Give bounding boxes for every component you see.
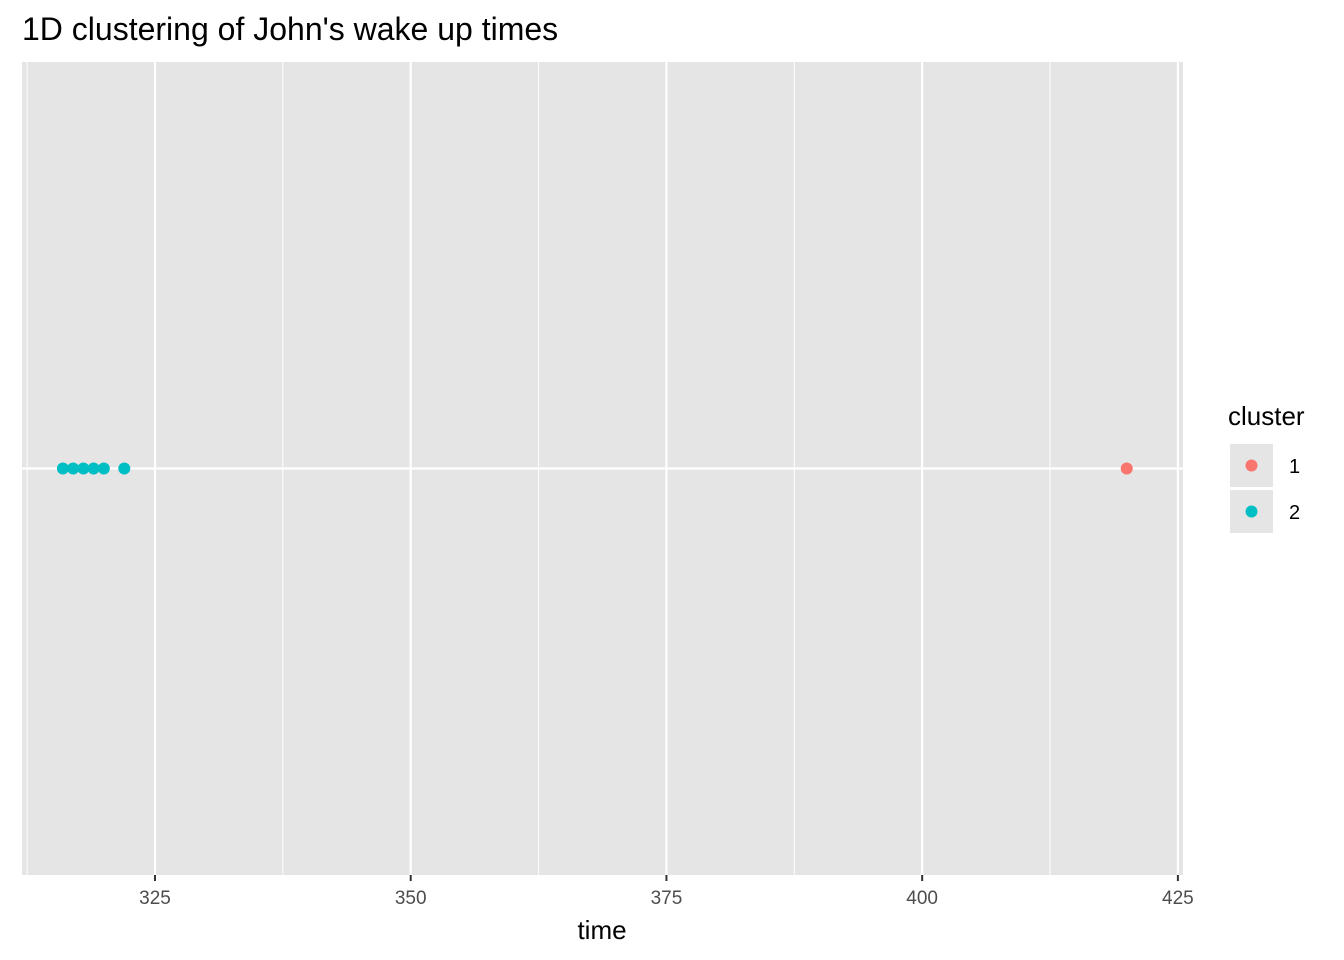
data-points	[56, 462, 1133, 475]
data-point-cluster-2	[97, 462, 110, 475]
legend: cluster 12	[1228, 401, 1305, 533]
legend-key-point	[1245, 459, 1258, 472]
data-point-cluster-2	[118, 462, 131, 475]
data-point-cluster-2	[67, 462, 80, 475]
data-point-cluster-2	[77, 462, 90, 475]
x-tick-label: 425	[1162, 888, 1194, 909]
legend-label: 2	[1289, 502, 1300, 524]
data-point-cluster-2	[56, 462, 69, 475]
legend-label: 1	[1289, 456, 1300, 478]
x-tick-label: 400	[906, 888, 938, 909]
plot-panel	[22, 62, 1183, 875]
legend-title: cluster	[1228, 401, 1305, 431]
legend-entries: 12	[1230, 444, 1300, 533]
data-point-cluster-1	[1120, 462, 1133, 475]
x-tick-label: 350	[395, 888, 427, 909]
x-tick-label: 375	[651, 888, 683, 909]
data-point-cluster-2	[87, 462, 100, 475]
x-axis: 325 350 375 400 425	[139, 875, 1194, 909]
x-axis-label: time	[577, 915, 626, 945]
chart-title: 1D clustering of John's wake up times	[22, 11, 558, 47]
legend-key-point	[1245, 505, 1258, 518]
x-tick-label: 325	[139, 888, 171, 909]
